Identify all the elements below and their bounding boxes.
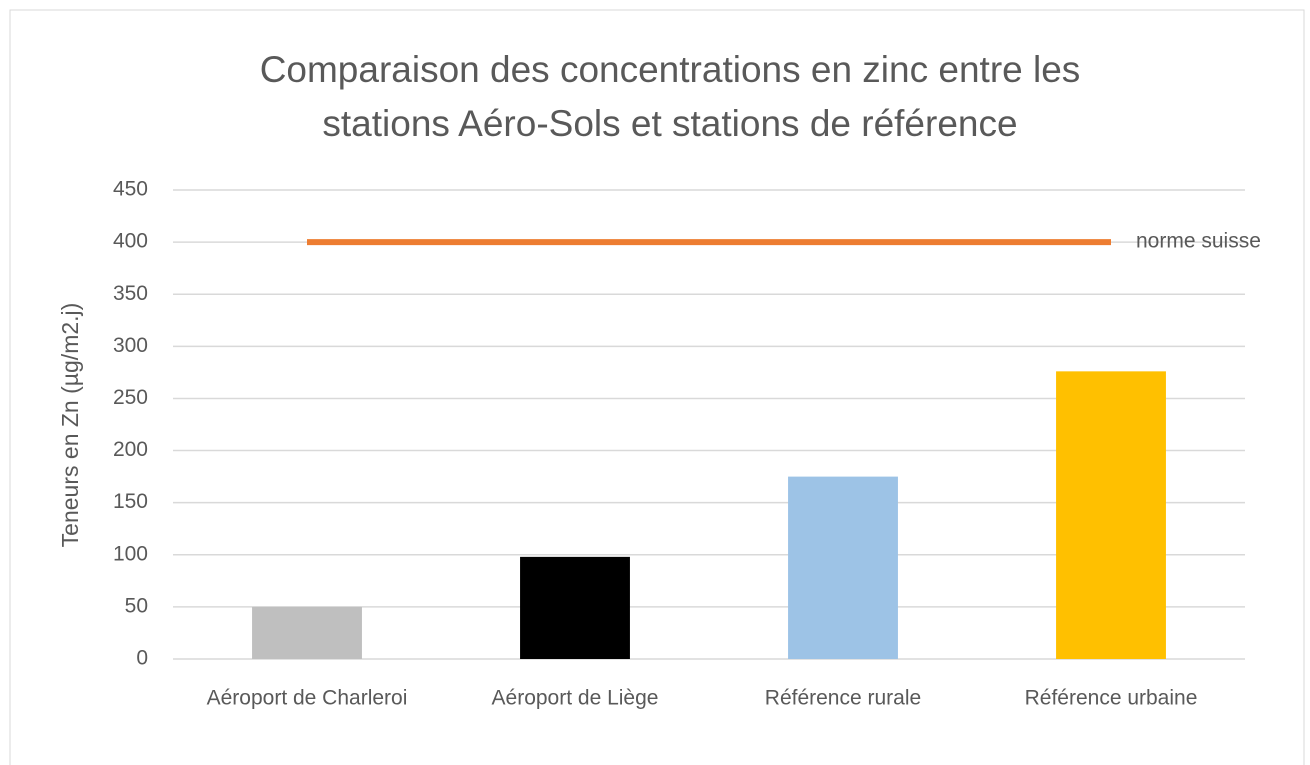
bar (1056, 371, 1166, 659)
y-tick-label: 250 (113, 386, 148, 409)
y-tick-label: 400 (113, 230, 148, 253)
chart-title: Comparaison des concentrations en zinc e… (260, 49, 1081, 90)
y-tick-label: 50 (125, 594, 148, 617)
y-tick-label: 100 (113, 542, 148, 565)
bar (252, 606, 362, 659)
y-tick-label: 300 (113, 334, 148, 357)
y-tick-label: 0 (136, 647, 148, 670)
series-label: norme suisse (1136, 230, 1261, 253)
y-tick-label: 150 (113, 490, 148, 513)
x-tick-label: Référence rurale (765, 687, 921, 710)
x-tick-label: Aéroport de Charleroi (207, 687, 408, 710)
y-tick-label: 350 (113, 282, 148, 305)
y-tick-label: 200 (113, 438, 148, 461)
chart-title: stations Aéro-Sols et stations de référe… (322, 103, 1017, 144)
bar (788, 476, 898, 659)
bar (520, 556, 630, 659)
y-tick-label: 450 (113, 178, 148, 201)
x-tick-label: Aéroport de Liège (492, 687, 659, 710)
x-tick-label: Référence urbaine (1025, 687, 1198, 710)
y-axis-title: Teneurs en Zn (µg/m2.j) (57, 303, 83, 548)
